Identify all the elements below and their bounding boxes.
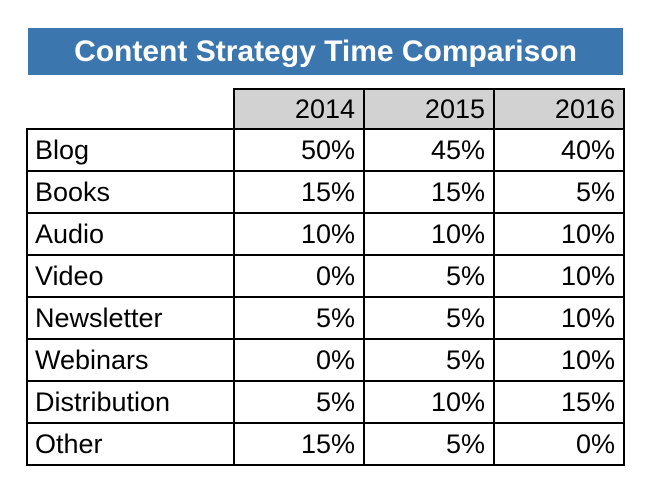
header-spacer-cell (27, 89, 234, 129)
table-body: Blog 50% 45% 40% Books 15% 15% 5% Audio 10% 10% 10%… (26, 128, 625, 466)
cell-value: 40% (493, 128, 625, 172)
table-row: Books 15% 15% 5% (26, 170, 625, 214)
cell-value: 10% (493, 296, 625, 340)
cell-value: 15% (493, 380, 625, 424)
cell-value: 0% (233, 254, 365, 298)
table-row: Audio 10% 10% 10% (26, 212, 625, 256)
cell-value: 15% (363, 170, 495, 214)
title-banner: Content Strategy Time Comparison (28, 28, 623, 75)
cell-value: 0% (493, 422, 625, 466)
cell-value: 10% (493, 254, 625, 298)
page-title: Content Strategy Time Comparison (74, 34, 577, 68)
cell-value: 0% (233, 338, 365, 382)
row-label: Other (26, 422, 235, 466)
row-label: Books (26, 170, 235, 214)
column-header-2015: 2015 (363, 88, 495, 130)
row-label: Distribution (26, 380, 235, 424)
row-label: Newsletter (26, 296, 235, 340)
cell-value: 10% (233, 212, 365, 256)
comparison-table: 2014 2015 2016 Blog 50% 45% 40% Books 15% 15% 5… (26, 88, 625, 466)
cell-value: 5% (233, 296, 365, 340)
row-label: Webinars (26, 338, 235, 382)
cell-value: 5% (493, 170, 625, 214)
cell-value: 15% (233, 170, 365, 214)
table-row: Video 0% 5% 10% (26, 254, 625, 298)
cell-value: 45% (363, 128, 495, 172)
row-label: Audio (26, 212, 235, 256)
table-row: Blog 50% 45% 40% (26, 128, 625, 172)
table-row: Distribution 5% 10% 15% (26, 380, 625, 424)
cell-value: 5% (363, 296, 495, 340)
cell-value: 15% (233, 422, 365, 466)
cell-value: 50% (233, 128, 365, 172)
table-row: Other 15% 5% 0% (26, 422, 625, 466)
header-row: 2014 2015 2016 (27, 88, 625, 130)
table-row: Webinars 0% 5% 10% (26, 338, 625, 382)
cell-value: 5% (363, 422, 495, 466)
column-header-2014: 2014 (233, 88, 365, 130)
row-label: Blog (26, 128, 235, 172)
cell-value: 10% (493, 212, 625, 256)
table-row: Newsletter 5% 5% 10% (26, 296, 625, 340)
cell-value: 5% (363, 254, 495, 298)
cell-value: 5% (363, 338, 495, 382)
row-label: Video (26, 254, 235, 298)
cell-value: 10% (363, 380, 495, 424)
column-header-2016: 2016 (493, 88, 625, 130)
cell-value: 10% (363, 212, 495, 256)
cell-value: 5% (233, 380, 365, 424)
cell-value: 10% (493, 338, 625, 382)
